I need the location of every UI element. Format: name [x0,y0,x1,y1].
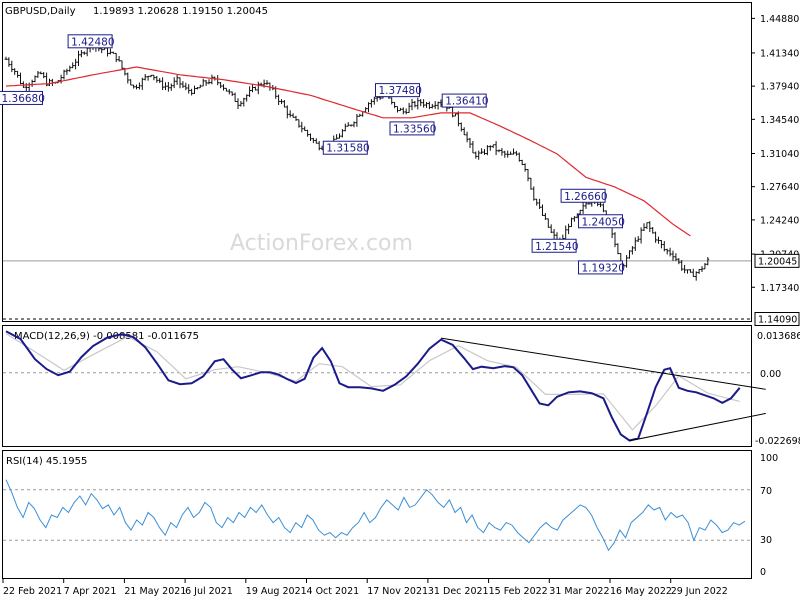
price-level-labels: 1.42480 1.36680 1.37480 1.36410 1.33560 1.315… [0,34,625,275]
price-axis-label: 1.24240 [760,215,799,226]
date-axis-label: 21 May 2021 [124,586,186,597]
moving-average-line [5,66,691,237]
macd-line [5,330,741,442]
price-level-label: 1.36680 [2,93,45,105]
macd-axis-bottom: -0.022698 [755,436,800,447]
date-axis-label: 31 Mar 2022 [549,586,609,597]
date-axis-label: 15 Feb 2022 [489,586,548,597]
price-level-label: 1.37480 [379,85,422,97]
rsi-axis-0: 0 [760,567,766,578]
price-level-box [322,140,368,155]
chart-symbol: GBPUSD,Daily [5,6,76,17]
price-level-box [0,90,43,105]
macd-lines [3,330,766,442]
macd-axis-zero: 0.00 [760,369,781,380]
rsi-axis-30: 30 [760,535,772,546]
price-axis-label: 1.37940 [760,82,799,93]
price-level-box [67,34,113,49]
price-panel [2,2,752,322]
chart-ohlc: 1.19893 1.20628 1.19150 1.20045 [93,6,268,17]
watermark: ActionForex.com [230,231,413,256]
price-axis-label: 1.41340 [760,48,799,59]
rsi-axis-100: 100 [760,453,778,464]
price-level-box [560,188,606,203]
rsi-line [5,479,746,552]
date-axis-label: 19 Aug 2021 [246,586,307,597]
price-level-box [389,121,435,136]
price-level-box [578,214,623,229]
price-level-label: 1.36410 [445,96,488,108]
rsi-title: RSI(14) 45.1955 [6,456,87,467]
macd-title: MACD(12,26,9) -0.008581 -0.011675 [14,331,199,342]
date-axis-label: 29 Jun 2022 [671,586,728,597]
price-axis-label: 1.34540 [760,115,799,126]
price-axis-label: 1.17340 [760,283,799,294]
price-level-label: 1.33560 [393,123,436,135]
rsi-panel [2,450,752,579]
date-axis-label: 22 Feb 2021 [3,586,62,597]
price-axis: 1.44880 1.41340 1.37940 1.34540 1.31040 1.276… [751,14,800,326]
rsi-axis-70: 70 [760,486,772,497]
price-level-label: 1.42480 [71,36,114,48]
date-axis-label: 7 Apr 2021 [64,586,117,597]
rsi-line [3,479,751,552]
price-level-box [375,83,420,98]
price-level-box [578,260,623,275]
price-level-box [531,238,577,253]
date-axis-label: 6 Jul 2021 [185,586,233,597]
date-axis-label: 4 Oct 2021 [307,586,360,597]
macd-panel [2,325,752,447]
price-level-label: 1.24050 [582,216,625,228]
macd-axis-top: 0.013686 [757,331,800,342]
current-price-label: 1.20045 [758,256,797,267]
price-level-label: 1.21540 [535,241,578,253]
price-candles [4,39,710,281]
support-price-box [754,312,800,326]
price-level-label: 1.31580 [326,143,369,155]
macd-trendline [440,337,766,390]
price-axis-label: 1.27640 [760,182,799,193]
current-price-box [754,253,800,268]
price-level-box [441,93,487,108]
support-price-label: 1.14090 [758,315,797,326]
price-axis-label: 1.31040 [760,149,799,160]
price-axis-label: 1.44880 [760,14,799,25]
price-level-label: 1.26660 [564,191,607,203]
date-axis-label: 31 Dec 2021 [428,586,489,597]
price-level-label: 1.19320 [582,262,625,274]
moving-average [5,66,691,237]
date-axis-label: 16 May 2022 [610,586,672,597]
macd-trendline [629,412,766,442]
date-axis-label: 17 Nov 2021 [367,586,428,597]
